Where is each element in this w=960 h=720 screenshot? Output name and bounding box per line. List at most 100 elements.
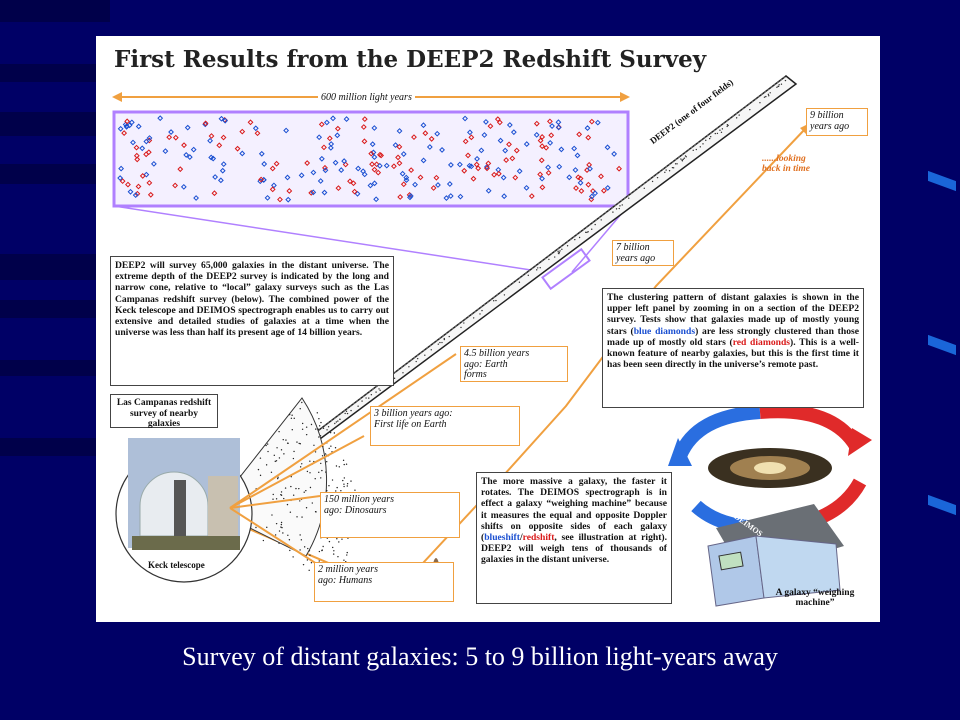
cone-speck [327,426,330,428]
cone-speck [668,170,671,172]
blue-diamond [403,174,410,181]
blue-diamond [239,150,246,157]
blue-diamond [594,119,601,126]
red-diamond [465,152,471,159]
red-diamond [417,174,424,181]
nearby-speck [341,538,343,540]
blue-diamond [330,115,336,122]
nearby-speck [282,438,284,441]
nearby-speck [278,530,281,532]
blue-diamond [466,162,473,169]
looking-back-label: ......looking back in time [762,154,811,174]
nearby-speck [346,551,348,554]
cone-speck [472,317,475,319]
red-diamond [588,118,595,125]
cone-speck [558,251,561,254]
nearby-speck [301,422,304,425]
blue-diamond [284,174,291,181]
blue-diamond [371,180,378,187]
cone-speck [416,357,419,360]
background-bar [0,438,110,456]
cone-speck [651,180,654,183]
blue-diamond [258,150,265,157]
nearby-speck [320,462,322,465]
cone-speck [554,256,556,258]
cone-speck [695,148,698,151]
nearby-speck [288,539,291,541]
red-diamond [600,187,607,194]
background-bar [0,164,110,184]
blue-diamond [190,146,197,153]
timeline-7-billion: 7 billion years ago [612,240,674,266]
cone-speck [720,131,723,134]
cone-speck [339,418,341,421]
blue-diamond [373,196,380,203]
cone-speck [365,397,367,399]
cone-speck [561,248,563,251]
red-diamond [202,120,209,127]
cone-speck [682,158,685,160]
red-diamond [133,144,140,151]
nearby-speck [343,483,345,485]
rotation-graphic [668,404,872,535]
blue-diamonds-label: blue diamonds [633,325,696,337]
red-diamond [576,131,583,138]
nearby-speck [301,463,303,465]
cone-speck [346,412,349,415]
cone-speck [674,163,677,165]
cone-speck [777,85,779,88]
red-diamond [368,150,375,157]
red-diamond [375,169,382,176]
blue-diamond [143,171,150,178]
red-diamond [528,193,535,200]
cone-speck [719,129,721,131]
cone-speck [539,267,541,269]
blue-diamond [328,141,335,147]
nearby-speck [303,546,306,548]
cone-speck [780,83,783,85]
red-diamond [494,116,501,123]
nearby-speck [334,447,337,449]
nearby-speck [274,460,276,463]
red-diamond [172,182,179,189]
nearby-speck [317,428,319,430]
cone-speck [585,231,587,234]
blue-diamond [462,115,468,122]
nearby-speck [318,550,321,553]
red-diamond [239,128,246,135]
cone-speck [628,197,630,199]
blue-diamond [146,135,153,141]
red-diamond [616,165,622,172]
cone-speck [615,208,618,210]
blue-diamond [334,132,341,139]
red-diamond [422,130,429,137]
red-diamond [377,151,383,158]
blue-diamond [317,178,324,184]
red-diamond [211,190,218,197]
timeline-9-billion: 9 billion years ago [806,108,868,136]
cone-speck [699,146,702,148]
red-diamond [461,167,468,174]
red-diamond [347,178,353,185]
nearby-speck [267,450,269,453]
blue-diamond [369,141,376,148]
nearby-speck [318,560,320,562]
blue-diamond [407,193,414,199]
nearby-speck [275,498,278,500]
blue-diamond [392,142,399,149]
cone-speck [586,231,588,234]
red-diamond [124,118,131,125]
cone-speck [705,139,707,142]
nearby-speck [322,427,325,429]
blue-diamond [555,119,562,126]
blue-diamond [516,168,523,175]
cone-speck [437,343,440,345]
blue-diamond [510,129,517,136]
nearby-speck [289,511,292,513]
nearby-speck [325,471,327,473]
nearby-speck [257,468,260,471]
nearby-speck [278,542,280,544]
red-diamond [397,194,404,200]
cone-speck [375,391,377,393]
blue-diamond [130,139,136,146]
